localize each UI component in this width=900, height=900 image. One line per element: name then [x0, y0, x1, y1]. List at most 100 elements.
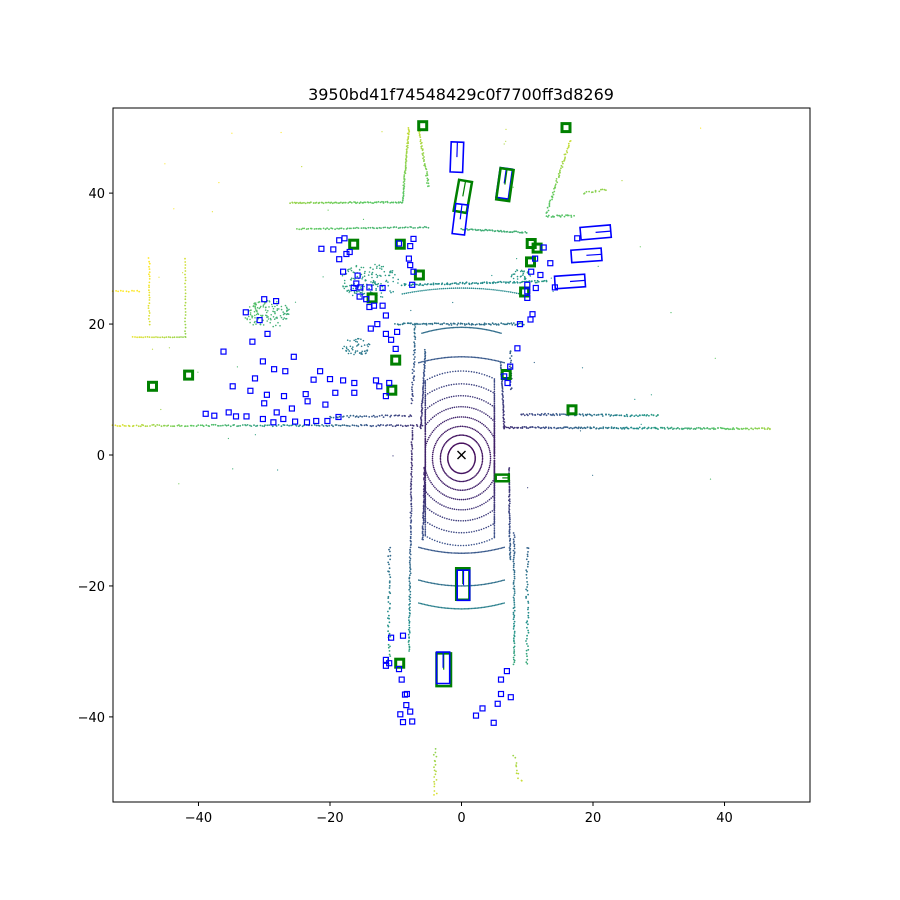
lidar-point — [513, 635, 516, 638]
lidar-point — [513, 562, 515, 565]
lidar-point — [184, 270, 187, 272]
lidar-point — [445, 473, 447, 475]
lidar-point — [566, 151, 569, 154]
lidar-point — [441, 328, 443, 330]
lidar-point — [469, 552, 471, 554]
lidar-point — [435, 426, 438, 429]
lidar-point — [465, 552, 467, 554]
lidar-point — [474, 607, 477, 609]
lidar-point — [148, 291, 151, 294]
lidar-point — [259, 424, 262, 427]
lidar-point — [449, 607, 451, 610]
lidar-point — [427, 493, 429, 495]
ground-truth-marker — [147, 380, 158, 392]
lidar-point — [404, 424, 407, 427]
lidar-point — [422, 547, 424, 550]
lidar-point — [435, 401, 437, 404]
lidar-point — [513, 661, 516, 664]
lidar-point — [301, 166, 303, 168]
prediction-marker — [395, 665, 403, 673]
lidar-point — [483, 606, 486, 608]
lidar-point — [463, 383, 465, 385]
lidar-point — [254, 317, 256, 319]
lidar-point — [408, 619, 410, 621]
lidar-point — [454, 479, 457, 482]
lidar-point — [509, 555, 512, 558]
lidar-point — [453, 519, 455, 522]
ground-truth-marker — [394, 657, 406, 669]
lidar-point — [471, 518, 474, 521]
prediction-marker — [537, 271, 544, 279]
lidar-point — [503, 579, 506, 581]
lidar-point — [493, 522, 496, 525]
lidar-point — [288, 424, 290, 427]
lidar-point — [387, 555, 390, 558]
lidar-point — [450, 395, 453, 398]
lidar-point — [258, 307, 261, 310]
lidar-point — [390, 414, 392, 417]
lidar-point — [489, 455, 492, 458]
lidar-point — [460, 287, 463, 289]
lidar-point — [444, 287, 447, 290]
lidar-point — [513, 570, 516, 572]
lidar-point — [276, 301, 278, 303]
lidar-point — [545, 426, 547, 429]
lidar-point — [464, 395, 467, 397]
lidar-point — [403, 292, 406, 295]
lidar-point — [545, 215, 548, 218]
lidar-point — [433, 582, 436, 585]
lidar-point — [424, 530, 427, 533]
lidar-point — [422, 378, 425, 380]
lidar-point — [512, 566, 515, 569]
lidar-point — [387, 284, 390, 287]
lidar-point — [353, 424, 356, 427]
lidar-point — [258, 301, 261, 303]
lidar-point — [460, 383, 463, 385]
lidar-point — [348, 425, 351, 427]
lidar-point — [548, 202, 551, 205]
lidar-point — [350, 201, 353, 204]
lidar-point — [409, 546, 412, 549]
lidar-point — [429, 537, 431, 539]
lidar-point — [422, 580, 424, 582]
lidar-point — [409, 582, 411, 584]
lidar-point — [440, 386, 443, 388]
lidar-point — [421, 536, 424, 539]
lidar-point — [409, 590, 412, 593]
lidar-point — [148, 314, 151, 317]
lidar-point — [449, 371, 452, 373]
lidar-point — [708, 428, 710, 430]
lidar-point — [453, 406, 456, 409]
lidar-point — [420, 404, 423, 407]
lidar-point — [608, 413, 610, 416]
lidar-point — [466, 479, 469, 482]
lidar-point — [469, 356, 471, 358]
lidar-point — [419, 361, 422, 364]
lidar-point — [409, 485, 412, 487]
lidar-point — [376, 276, 378, 279]
lidar-point — [439, 454, 442, 457]
lidar-point — [432, 605, 434, 607]
lidar-point — [473, 282, 476, 284]
lidar-point — [449, 283, 452, 285]
lidar-point — [184, 332, 187, 335]
lidar-point — [458, 383, 460, 385]
lidar-point — [184, 257, 186, 260]
lidar-point — [509, 545, 511, 547]
lidar-point — [487, 329, 489, 331]
lidar-point — [496, 289, 498, 292]
lidar-point — [520, 275, 522, 278]
lidar-point — [432, 283, 435, 286]
lidar-point — [387, 601, 390, 603]
lidar-point — [500, 229, 502, 232]
lidar-point — [480, 606, 483, 609]
lidar-point — [440, 492, 442, 494]
lidar-point — [332, 416, 335, 419]
lidar-point — [470, 497, 473, 500]
lidar-point — [466, 416, 469, 419]
lidar-point — [466, 356, 469, 358]
lidar-point — [526, 583, 529, 586]
lidar-point — [493, 410, 496, 412]
lidar-point — [444, 471, 446, 474]
lidar-point — [493, 518, 496, 520]
